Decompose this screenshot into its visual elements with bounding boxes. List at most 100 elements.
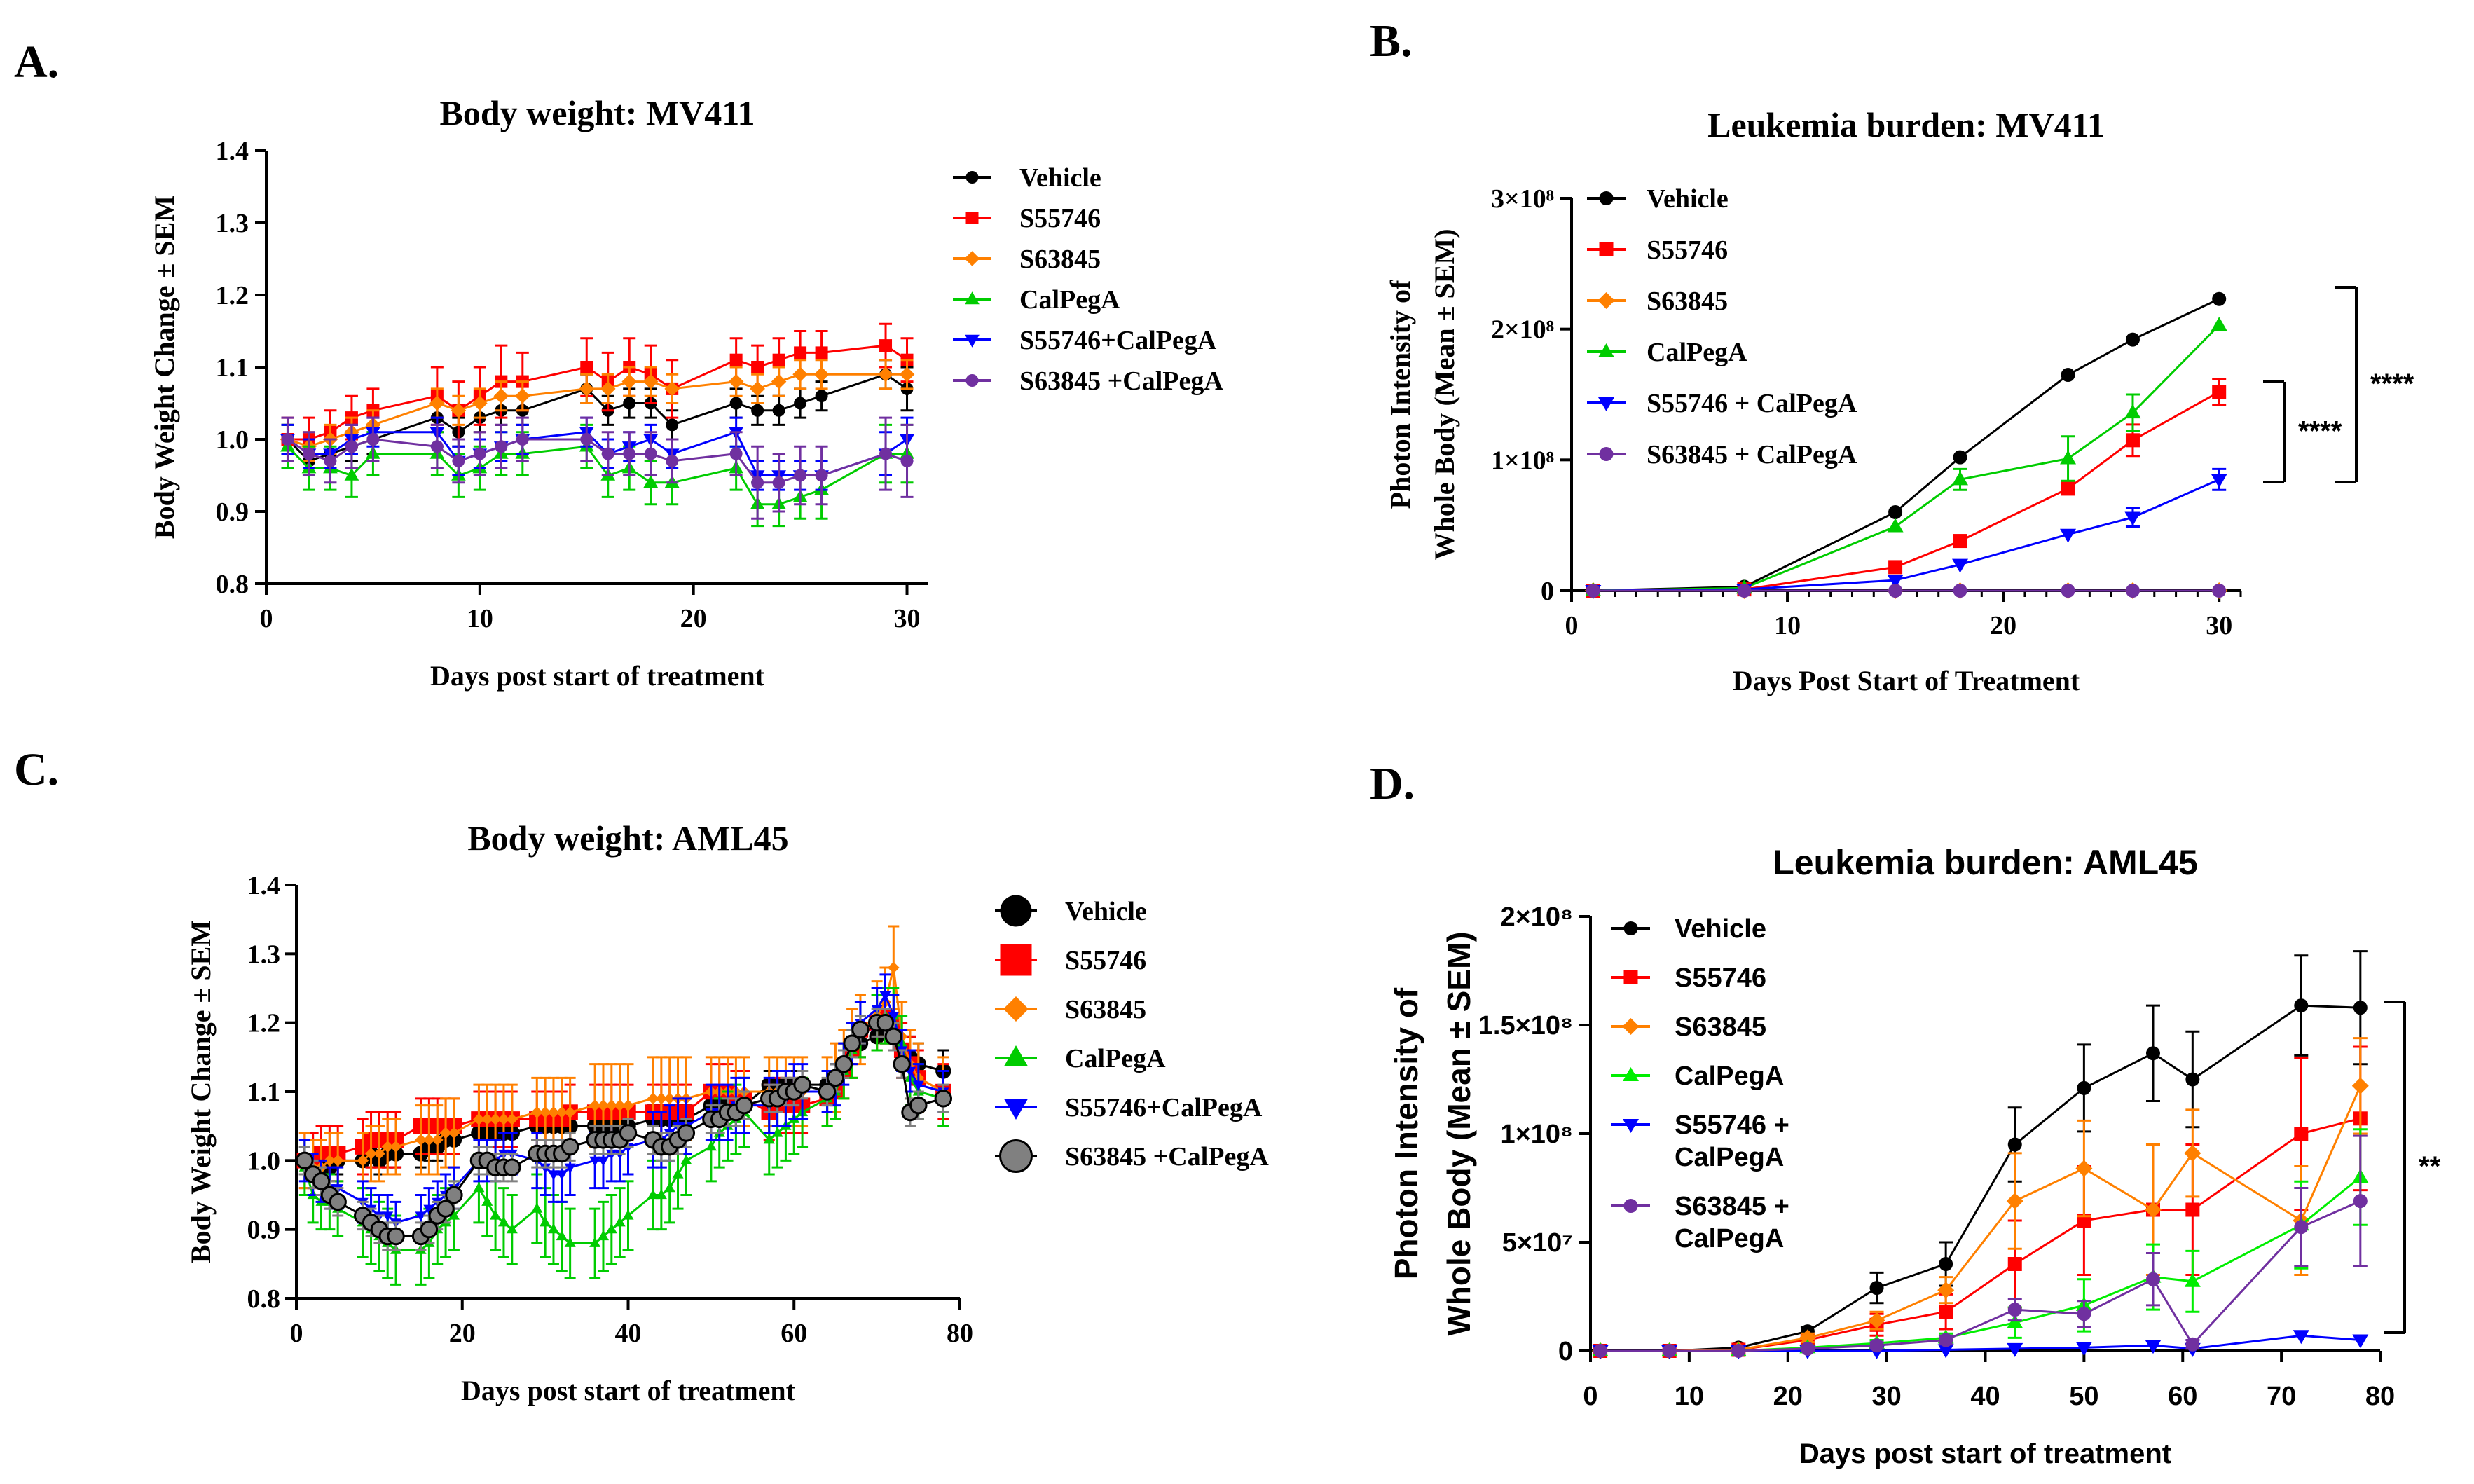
- chart-d-data-point: [2007, 1342, 2023, 1357]
- chart-c-data-point: [597, 1099, 610, 1112]
- chart-d-y-tick-label: 2×10⁸: [1500, 902, 1573, 932]
- chart-b-significance-label: ****: [2370, 369, 2414, 399]
- chart-c-data-point: [589, 1237, 601, 1247]
- chart-c-data-point: [884, 1027, 903, 1046]
- chart-c-y-tick-label: 0.8: [247, 1284, 281, 1314]
- chart-b-data-point: [1953, 584, 1967, 598]
- panel-letter-a: A.: [14, 36, 59, 88]
- chart-b-data-point: [2061, 368, 2075, 382]
- chart-a-legend-label: S63845: [1019, 245, 1101, 274]
- chart-c-data-point: [506, 1223, 518, 1234]
- chart-b-data-point: [1586, 584, 1600, 598]
- chart-d-data-point: [2353, 1194, 2368, 1209]
- chart-a-data-point: [281, 433, 294, 446]
- chart-b-legend-label: Vehicle: [1647, 184, 1729, 214]
- chart-c-data-point: [556, 1106, 568, 1118]
- chart-a-data-point: [601, 447, 614, 460]
- chart-a-data-point: [728, 373, 744, 390]
- chart-d-data-point: [2294, 1127, 2309, 1141]
- chart-d-title: Leukemia burden: AML45: [1773, 843, 2198, 882]
- chart-b-y-label: Photon Intensity of: [1384, 280, 1416, 509]
- chart-c-legend-marker: [1000, 895, 1032, 927]
- chart-c-data-point: [834, 1054, 853, 1073]
- chart-c-legend-marker: [1003, 1099, 1029, 1120]
- chart-d-legend-label: CalPegA: [1675, 1062, 1784, 1091]
- chart-c-data-point: [619, 1124, 638, 1142]
- chart-c-y-tick-label: 0.9: [247, 1216, 281, 1245]
- chart-c-data-point: [415, 1211, 427, 1222]
- chart-c-data-point: [497, 1113, 510, 1125]
- chart-b-data-point: [2125, 433, 2140, 448]
- chart-a-y-tick-label: 1.4: [216, 137, 249, 166]
- chart-c-data-point: [876, 1013, 895, 1032]
- chart-d-data-point: [1593, 1344, 1608, 1358]
- chart-a-data-point: [751, 361, 764, 373]
- chart-a-data-point: [366, 433, 380, 446]
- chart-c-x-tick-label: 80: [947, 1319, 973, 1348]
- chart-c-data-point: [531, 1202, 543, 1213]
- chart-c-y-tick-label: 1.1: [247, 1078, 281, 1107]
- chart-a-legend-label: S55746+CalPegA: [1019, 326, 1217, 355]
- chart-d-data-point: [2184, 1144, 2201, 1162]
- chart-b-data-point: [1887, 575, 1904, 589]
- chart-a-data-point: [344, 467, 359, 481]
- chart-a-data-point: [516, 433, 529, 446]
- chart-d-legend-marker: [1623, 1199, 1638, 1213]
- chart-b-data-point: [1953, 450, 1967, 465]
- chart-a-y-tick-label: 0.9: [216, 497, 249, 527]
- chart-a-series-line: [287, 373, 907, 448]
- chart-c-data-point: [423, 1204, 435, 1215]
- chart-b-data-point: [2212, 584, 2227, 598]
- chart-b-legend-marker: [1599, 191, 1614, 205]
- chart-c-data-point: [564, 1163, 576, 1174]
- chart-a-data-point: [792, 366, 808, 383]
- chart-c-data-point: [381, 1141, 394, 1153]
- chart-c-data-point: [415, 1134, 427, 1146]
- chart-c-data-point: [445, 1186, 463, 1204]
- chart-a-legend: Vehicle S55746 S63845 CalPegA S55746+CalPegA…: [953, 163, 1223, 396]
- chart-c-data-point: [390, 1141, 402, 1153]
- panel-letter-b: B.: [1370, 15, 1413, 67]
- chart-a-data-point: [430, 440, 444, 453]
- chart-c-data-point: [473, 1182, 485, 1193]
- chart-b-x-tick-label: 30: [2206, 611, 2232, 640]
- chart-a-data-point: [772, 476, 785, 489]
- chart-c-legend-marker: [999, 1139, 1033, 1173]
- chart-a-y-tick-label: 1.2: [216, 281, 249, 310]
- chart-c-data-point: [672, 1168, 684, 1179]
- chart-b-data-point: [2124, 404, 2141, 419]
- chart-d-data-point: [2185, 1072, 2200, 1087]
- chart-c-legend-marker: [1003, 1045, 1029, 1066]
- chart-b-data-point: [2212, 385, 2227, 399]
- chart-c-data-point: [387, 1227, 405, 1246]
- chart-a-y-label: Body Weight Change ± SEM: [149, 195, 180, 539]
- chart-c-data-point: [497, 1216, 509, 1227]
- chart-b-data-point: [2125, 584, 2140, 598]
- chart-c-data-point: [912, 1080, 924, 1091]
- chart-panel-d: Leukemia burden: AML45 0 10 20 30 40 50 60 70 80 0…: [1388, 843, 2441, 1469]
- chart-a-data-point: [472, 395, 488, 411]
- chart-c-legend-marker: [1003, 996, 1029, 1022]
- chart-d-legend-marker: [1623, 970, 1638, 984]
- chart-a-data-point: [642, 373, 659, 390]
- chart-c-x-tick-label: 0: [290, 1319, 303, 1348]
- chart-b-legend-marker: [1598, 343, 1614, 357]
- chart-d-data-point: [2006, 1193, 2023, 1210]
- chart-c-data-point: [879, 991, 891, 1001]
- chart-d-y-label: Whole Body (Mean ± SEM): [1441, 931, 1477, 1335]
- chart-a-x-tick-label: 30: [894, 604, 921, 633]
- chart-b-significance: **** ****: [2263, 286, 2414, 483]
- chart-d-legend-label: CalPegA: [1675, 1143, 1784, 1172]
- chart-a-data-point: [621, 373, 638, 390]
- chart-d-data-point: [2294, 998, 2309, 1013]
- chart-c-legend-marker: [1000, 944, 1032, 976]
- chart-b-x-tick-label: 20: [1990, 611, 2016, 640]
- chart-b-data-point: [2061, 481, 2075, 496]
- chart-b-y-tick-label: 1×10⁸: [1491, 446, 1554, 475]
- chart-c-data-point: [664, 1182, 675, 1193]
- chart-c-data-point: [312, 1172, 331, 1190]
- chart-a-legend-marker: [965, 212, 979, 224]
- chart-c-legend: Vehicle S55746 S63845 CalPegA S55746+CalPegA…: [995, 895, 1269, 1173]
- chart-panel-b: Leukemia burden: MV411 0 10 20 30 0 1×10⁸ 2×10⁸…: [1384, 105, 2414, 696]
